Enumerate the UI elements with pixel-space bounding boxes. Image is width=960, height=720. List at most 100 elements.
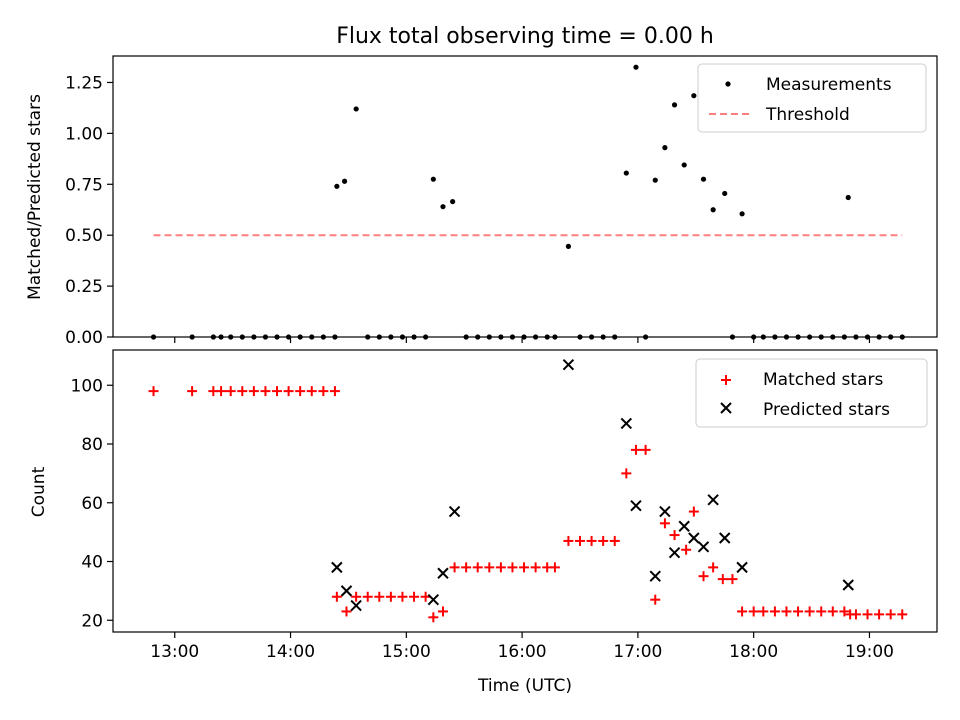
predicted-star-point [688,532,700,544]
matched-star-point [698,571,709,582]
bottom-legend: Matched stars Predicted stars [695,358,928,428]
matched-star-point [717,574,728,585]
matched-star-point [237,386,248,397]
legend-measurements-marker [725,81,731,87]
matched-star-point [748,606,759,617]
predicted-star-point [562,358,575,371]
matched-star-point [437,606,448,617]
predicted-star-point [842,579,854,591]
top-y-tick-label: 0.00 [65,328,103,348]
bot-x-tick-label: 18:00 [729,642,778,662]
matched-star-point [850,609,861,620]
predicted-star-point [427,593,440,606]
top-y-tick-label: 0.75 [65,175,103,195]
measurement-point [845,194,851,201]
measurement-point [565,243,572,249]
matched-star-point [874,609,885,620]
top-y-tick-label: 0.50 [65,226,103,246]
measurement-point [722,190,728,197]
matched-star-point [148,386,159,397]
matched-star-point [461,562,472,573]
bot-y-tick-label: 100 [71,376,103,396]
bot-y-tick-label: 60 [81,494,103,514]
bot-y-tick-label: 40 [81,553,103,573]
measurement-point [334,183,340,189]
bot-y-tick-label: 20 [81,611,103,631]
matched-star-point [351,591,362,602]
matched-star-point [586,535,597,546]
matched-star-point [897,609,908,620]
legend-matched-label: Matched stars [763,370,883,390]
matched-star-point [272,386,283,397]
bot-x-tick-label: 15:00 [382,642,431,662]
matched-star-point [472,562,483,573]
measurement-point [710,207,716,213]
predicted-star-point [668,546,681,559]
matched-star-point [216,386,227,397]
bot-x-tick-label: 13:00 [150,642,199,662]
matched-star-point [374,591,385,602]
matched-star-point [362,591,373,602]
matched-star-point [621,468,632,479]
predicted-star-point [707,494,719,506]
measurement-point [341,178,348,184]
measurement-point [353,106,359,112]
predicted-star-point [630,499,642,512]
matched-star-point [659,518,670,529]
top-chart-title: Flux total observing time = 0.00 h [336,24,714,49]
matched-star-point [420,591,431,602]
bot-x-tick-label: 17:00 [613,642,662,662]
matched-star-point [862,609,873,620]
bottom-y-axis-label: Count [29,466,49,517]
matched-star-point [409,591,420,602]
matched-star-point [318,386,329,397]
predicted-star-point [340,585,353,597]
matched-star-point [669,530,680,541]
legend-predicted-marker [720,402,732,414]
matched-star-point [563,535,574,546]
predicted-star-point [719,532,731,544]
top-y-tick-label: 1.00 [65,124,103,144]
matched-star-point [449,562,460,573]
measurement-point [700,176,707,182]
top-legend-box [697,63,927,133]
top-axes-frame [112,55,938,338]
bottom-y-ticks: 20 40 60 80 100 [71,376,113,631]
measurement-point [681,162,687,168]
top-panel: Flux total observing time = 0.00 h Match… [25,24,938,348]
predicted-star-point [649,570,661,582]
predicted-star-point [697,541,710,553]
predicted-star-point [736,561,748,574]
predicted-star-point [659,505,671,518]
matched-star-point [428,612,439,623]
predicted-star-point [448,505,461,518]
top-y-axis-label: Matched/Predicted stars [25,94,45,300]
bot-x-tick-label: 19:00 [845,642,894,662]
matched-star-point [827,606,838,617]
measurement-point [623,170,629,176]
matched-star-point [295,386,306,397]
matched-star-point [385,591,396,602]
bottom-axes-frame [112,349,938,633]
matched-star-point [484,562,495,573]
bot-x-tick-label: 14:00 [266,642,315,662]
legend-measurements-label: Measurements [766,75,892,95]
matched-star-point [187,386,198,397]
matched-star-point [885,609,896,620]
bottom-x-axis-label: Time (UTC) [477,676,572,696]
top-legend: Measurements Threshold [697,63,927,133]
measurement-point [691,93,697,99]
matched-star-point [781,606,792,617]
matched-star-point [225,386,236,397]
matched-star-point [306,386,317,397]
matched-star-point [530,562,541,573]
measurement-point [440,204,446,210]
matched-star-point [495,562,506,573]
matched-star-point [248,386,259,397]
matched-star-point [549,562,560,573]
matched-star-point [650,594,661,605]
bot-x-tick-label: 16:00 [498,642,547,662]
matched-star-point [640,444,651,455]
